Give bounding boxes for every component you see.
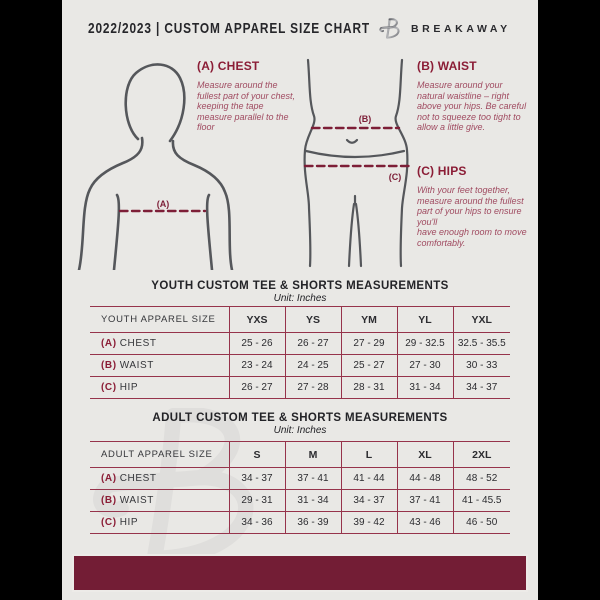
chest-body-text: Measure around the fullest part of your … <box>197 80 296 133</box>
adult-unit-label: Unit: Inches <box>273 425 327 436</box>
table-row: (A) CHEST 25 - 26 26 - 27 27 - 29 29 - 32… <box>90 332 510 355</box>
brand-name: BREAKAWAY <box>411 22 511 35</box>
size-cell: 27 - 28 <box>284 376 341 399</box>
row-label: (C) HIP <box>90 377 229 399</box>
column-header: YXL <box>452 306 510 333</box>
row-label: (B) WAIST <box>90 355 229 377</box>
brand-lockup: BREAKAWAY <box>378 15 511 42</box>
hips-heading: (C) HIPS <box>417 164 467 178</box>
column-header: YXS <box>228 306 285 333</box>
row-label: (C) HIP <box>90 512 229 534</box>
hips-body-text: With your feet together, measure around … <box>417 185 527 248</box>
torso-figure: (A) <box>77 63 234 270</box>
row-key: (B) <box>101 495 117 506</box>
column-header: XL <box>396 441 453 468</box>
chest-line-label: (A) <box>157 199 170 209</box>
document-title: 2022/2023 | CUSTOM APPAREL SIZE CHART <box>88 20 370 37</box>
column-header: YL <box>396 306 453 333</box>
lower-body-figure: (B) (C) <box>303 58 411 268</box>
size-cell: 25 - 26 <box>228 332 285 355</box>
size-cell: 27 - 29 <box>340 332 397 355</box>
size-cell: 25 - 27 <box>340 354 397 377</box>
size-cell: 43 - 46 <box>396 511 453 534</box>
size-cell: 34 - 36 <box>228 511 285 534</box>
row-label: (B) WAIST <box>90 490 229 512</box>
waist-heading: (B) WAIST <box>417 59 477 73</box>
column-header: YOUTH APPAREL SIZE <box>101 314 216 325</box>
column-header: S <box>228 441 285 468</box>
column-header: YS <box>284 306 341 333</box>
row-name: HIP <box>119 517 139 528</box>
table-row: (A) CHEST 34 - 37 37 - 41 41 - 44 44 - 48… <box>90 467 510 490</box>
size-cell: 41 - 44 <box>340 467 397 490</box>
row-label: (A) CHEST <box>90 333 229 355</box>
row-label: (A) CHEST <box>90 468 229 490</box>
row-key: (C) <box>101 382 117 393</box>
size-cell: 34 - 37 <box>452 376 510 399</box>
row-name: WAIST <box>119 360 154 371</box>
row-name: CHEST <box>119 338 157 349</box>
size-cell: 29 - 31 <box>228 489 285 512</box>
column-header: M <box>284 441 341 468</box>
waist-line-label: (B) <box>359 114 372 124</box>
adult-section-title: ADULT CUSTOM TEE & SHORTS MEASUREMENTS <box>152 412 448 424</box>
size-cell: 31 - 34 <box>284 489 341 512</box>
row-key: (A) <box>101 473 117 484</box>
size-chart-page: 2022/2023 | CUSTOM APPAREL SIZE CHART BR… <box>62 0 538 600</box>
youth-size-table: YOUTH APPAREL SIZE YXS YS YM YL YXL (A) C… <box>90 306 510 399</box>
row-key: (C) <box>101 517 117 528</box>
size-cell: 36 - 39 <box>284 511 341 534</box>
table-row: (B) WAIST 23 - 24 24 - 25 25 - 27 27 - 30… <box>90 354 510 377</box>
size-cell: 37 - 41 <box>396 489 453 512</box>
waist-instructions: (B) WAIST Measure around your natural wa… <box>417 59 531 133</box>
table-header-row: ADULT APPAREL SIZE S M L XL 2XL <box>90 441 510 468</box>
adult-size-table: ADULT APPAREL SIZE S M L XL 2XL (A) CHEST… <box>90 441 510 534</box>
table-header-row: YOUTH APPAREL SIZE YXS YS YM YL YXL <box>90 306 510 333</box>
chest-instructions: (A) CHEST Measure around the fullest par… <box>197 59 301 133</box>
size-cell: 26 - 27 <box>228 376 285 399</box>
table-row: (C) HIP 26 - 27 27 - 28 28 - 31 31 - 34 3… <box>90 376 510 399</box>
chest-heading: (A) CHEST <box>197 59 260 73</box>
row-name: HIP <box>119 382 139 393</box>
row-name: WAIST <box>119 495 154 506</box>
table-row: (B) WAIST 29 - 31 31 - 34 34 - 37 37 - 41… <box>90 489 510 512</box>
size-cell: 34 - 37 <box>228 467 285 490</box>
column-header: 2XL <box>452 441 510 468</box>
row-key: (B) <box>101 360 117 371</box>
table-row: (C) HIP 34 - 36 36 - 39 39 - 42 43 - 46 4… <box>90 511 510 534</box>
size-cell: 28 - 31 <box>340 376 397 399</box>
size-cell: 23 - 24 <box>228 354 285 377</box>
youth-unit-label: Unit: Inches <box>273 293 327 304</box>
size-cell: 48 - 52 <box>452 467 510 490</box>
breakaway-logo-icon <box>379 18 400 39</box>
size-cell: 24 - 25 <box>284 354 341 377</box>
column-header: L <box>340 441 397 468</box>
size-cell: 46 - 50 <box>452 511 510 534</box>
size-cell: 41 - 45.5 <box>452 489 510 512</box>
youth-section-title: YOUTH CUSTOM TEE & SHORTS MEASUREMENTS <box>151 280 449 292</box>
size-cell: 31 - 34 <box>396 376 453 399</box>
hip-line-label: (C) <box>389 172 402 182</box>
size-cell: 26 - 27 <box>284 332 341 355</box>
row-key: (A) <box>101 338 117 349</box>
size-cell: 37 - 41 <box>284 467 341 490</box>
waist-body-text: Measure around your natural waistline – … <box>417 80 527 133</box>
size-cell: 34 - 37 <box>340 489 397 512</box>
hips-instructions: (C) HIPS With your feet together, measur… <box>417 164 531 249</box>
size-cell: 29 - 32.5 <box>396 332 453 355</box>
size-cell: 44 - 48 <box>396 467 453 490</box>
column-header: ADULT APPAREL SIZE <box>101 449 213 460</box>
size-cell: 39 - 42 <box>340 511 397 534</box>
footer-accent-bar <box>72 554 528 592</box>
size-cell: 32.5 - 35.5 <box>452 332 510 355</box>
column-header: YM <box>340 306 397 333</box>
size-cell: 30 - 33 <box>452 354 510 377</box>
row-name: CHEST <box>119 473 157 484</box>
size-cell: 27 - 30 <box>396 354 453 377</box>
